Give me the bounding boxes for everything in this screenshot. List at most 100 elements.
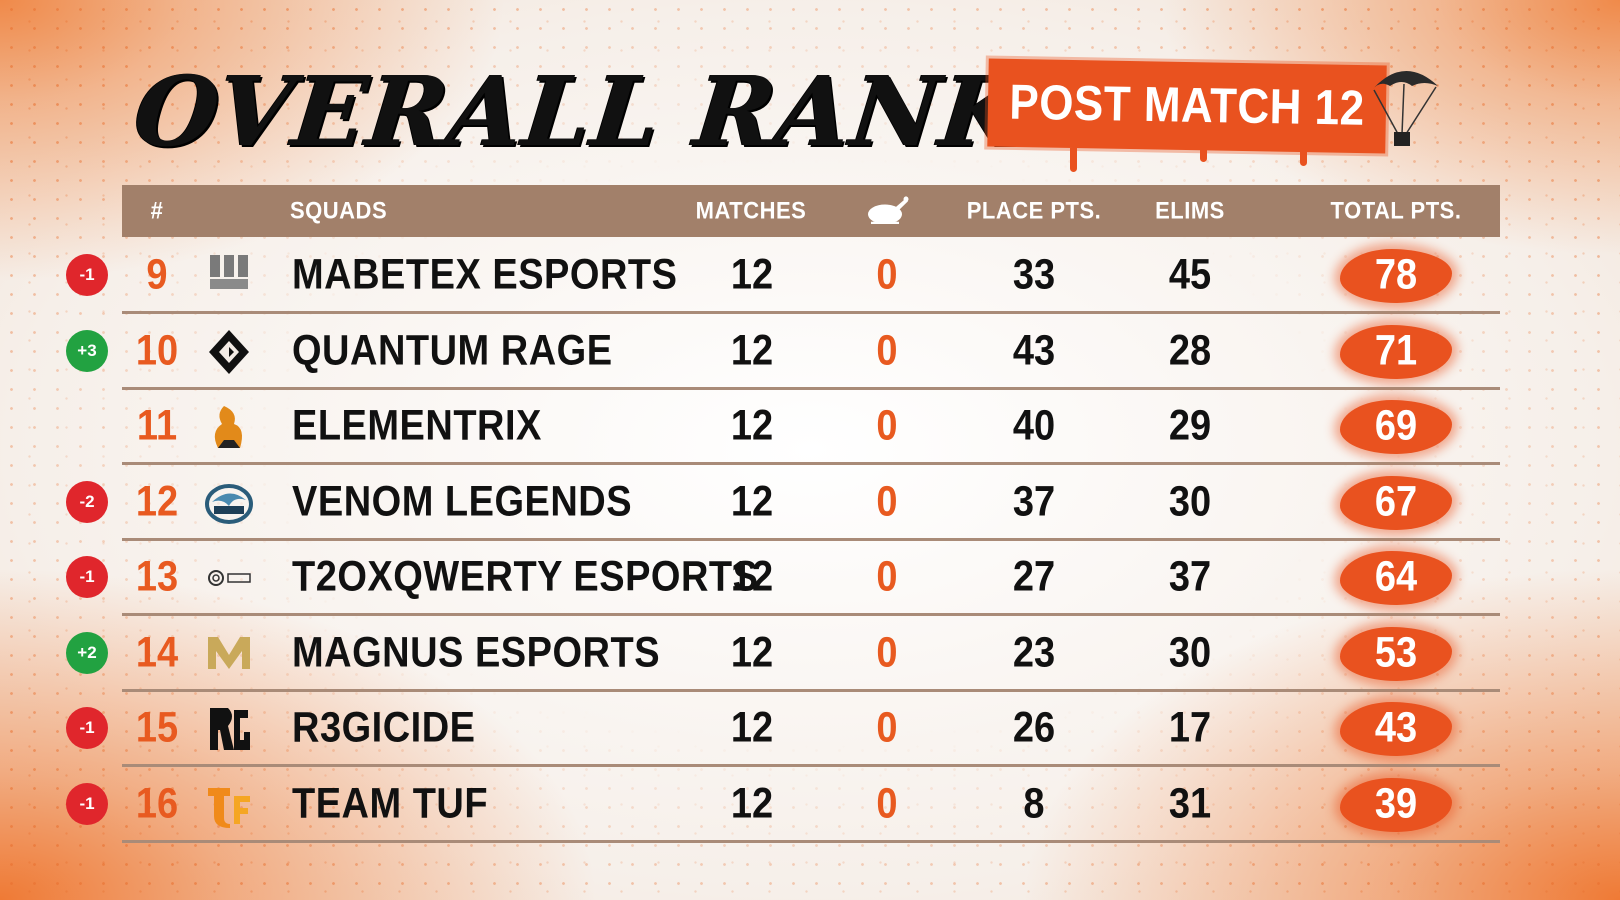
elims-value: 45	[1168, 251, 1212, 299]
banner-label: POST MATCH 12	[1008, 74, 1366, 136]
table-header: # SQUADS MATCHES PLACE PTS. ELIMS TOTAL …	[122, 185, 1500, 237]
team-name: ELEMENTRIX	[292, 402, 542, 450]
team-logo-icon	[204, 478, 254, 528]
airdrop-parachute-icon	[1372, 70, 1438, 146]
place-points-value: 23	[1012, 628, 1056, 676]
elims-value: 29	[1168, 402, 1212, 450]
banner-drip	[1200, 148, 1207, 162]
team-name: T2OXQWERTY ESPORTS	[292, 553, 759, 601]
place-points-value: 27	[1012, 553, 1056, 601]
row-divider	[122, 311, 1500, 314]
matches-value: 12	[730, 779, 774, 827]
team-logo-icon	[204, 704, 254, 754]
rank-number: 9	[146, 251, 168, 299]
rank-change-badge: +3	[66, 329, 108, 372]
header-total-pts: TOTAL PTS.	[1330, 196, 1462, 224]
table-row: -1 15 R3GICIDE 12 0 26 17 43	[66, 690, 1500, 767]
header-matches: MATCHES	[695, 196, 807, 224]
total-points-highlight	[1340, 324, 1452, 379]
team-logo-icon	[204, 629, 254, 679]
place-points-value: 8	[1023, 779, 1045, 827]
table-row: +2 14 MAGNUS ESPORTS 12 0 23 30 53	[66, 615, 1500, 692]
team-name: MAGNUS ESPORTS	[292, 628, 661, 676]
elims-value: 28	[1168, 326, 1212, 374]
total-points-highlight	[1340, 400, 1452, 454]
rank-number: 11	[136, 402, 178, 450]
post-match-banner: POST MATCH 12	[987, 58, 1387, 154]
rank-change-badge: -1	[66, 707, 108, 749]
total-points-highlight	[1340, 702, 1452, 756]
chicken-dinner-value: 0	[876, 251, 898, 299]
row-divider	[122, 462, 1500, 465]
team-name: R3GICIDE	[292, 704, 476, 752]
matches-value: 12	[730, 251, 774, 299]
team-logo-icon	[204, 251, 254, 301]
row-divider	[122, 386, 1500, 390]
table-row: +3 10 QUANTUM RAGE 12 0 43 28 71	[66, 313, 1500, 390]
header-squads: SQUADS	[290, 196, 388, 224]
chicken-dinner-value: 0	[876, 628, 898, 676]
total-points-value: 71	[1374, 326, 1418, 374]
table-row: -1 13 T2OXQWERTY ESPORTS 12 0 27 37 64	[66, 539, 1500, 616]
rank-number: 13	[135, 553, 179, 601]
elims-value: 17	[1168, 704, 1212, 752]
table-row: -1 9 MABETEX ESPORTS 12 0 33 45 78	[66, 237, 1500, 314]
chicken-dinner-value: 0	[876, 704, 898, 752]
total-points-value: 64	[1374, 553, 1418, 601]
total-points-value: 53	[1374, 628, 1418, 676]
team-name: VENOM LEGENDS	[292, 477, 633, 525]
rank-number: 14	[135, 628, 179, 676]
chicken-dinner-value: 0	[876, 477, 898, 525]
table-row: -1 16 TEAM TUF 12 0 8 31 39	[66, 766, 1500, 843]
rank-number: 15	[135, 704, 179, 752]
page-title: OVERALL RANKING	[129, 55, 1249, 168]
chicken-dinner-value: 0	[876, 779, 898, 827]
elims-value: 37	[1168, 553, 1212, 601]
team-name: TEAM TUF	[292, 779, 489, 827]
row-divider	[122, 613, 1500, 616]
row-divider	[122, 839, 1500, 843]
matches-value: 12	[730, 553, 774, 601]
place-points-value: 26	[1012, 704, 1056, 752]
total-points-highlight	[1340, 626, 1452, 681]
row-divider	[122, 688, 1500, 692]
matches-value: 12	[730, 477, 774, 525]
team-name: QUANTUM RAGE	[292, 326, 613, 374]
place-points-value: 33	[1012, 251, 1056, 299]
total-points-highlight	[1340, 249, 1452, 303]
rank-number: 12	[135, 477, 179, 525]
rank-change-badge: -1	[66, 782, 108, 825]
row-divider	[122, 537, 1500, 541]
rank-change-badge: +2	[66, 631, 108, 674]
rank-number: 16	[135, 779, 179, 827]
total-points-value: 43	[1374, 704, 1418, 752]
matches-value: 12	[730, 402, 774, 450]
table-row: 11 ELEMENTRIX 12 0 40 29 69	[122, 388, 1500, 465]
chicken-dinner-value: 0	[876, 402, 898, 450]
rank-change-badge: -1	[66, 556, 108, 598]
elims-value: 30	[1168, 477, 1212, 525]
total-points-highlight	[1340, 777, 1452, 832]
row-divider	[122, 764, 1500, 767]
rank-change-badge: -1	[66, 254, 108, 296]
banner-drip	[1070, 148, 1077, 172]
table-row: -2 12 VENOM LEGENDS 12 0 37 30 67	[66, 464, 1500, 541]
matches-value: 12	[730, 326, 774, 374]
banner-drip	[1300, 148, 1307, 166]
total-points-highlight	[1340, 551, 1452, 605]
total-points-value: 69	[1374, 402, 1418, 450]
place-points-value: 43	[1012, 326, 1056, 374]
team-logo-icon	[204, 553, 254, 603]
header-elims: ELIMS	[1155, 196, 1225, 224]
place-points-value: 37	[1012, 477, 1056, 525]
total-points-value: 78	[1374, 251, 1418, 299]
chicken-dinner-value: 0	[876, 326, 898, 374]
total-points-highlight	[1340, 475, 1452, 530]
header-place-pts: PLACE PTS.	[966, 196, 1102, 224]
team-logo-icon	[204, 780, 254, 830]
team-logo-icon	[204, 402, 254, 452]
rank-change-badge: -2	[66, 480, 108, 523]
matches-value: 12	[730, 704, 774, 752]
elims-value: 31	[1168, 779, 1212, 827]
team-name: MABETEX ESPORTS	[292, 251, 678, 299]
